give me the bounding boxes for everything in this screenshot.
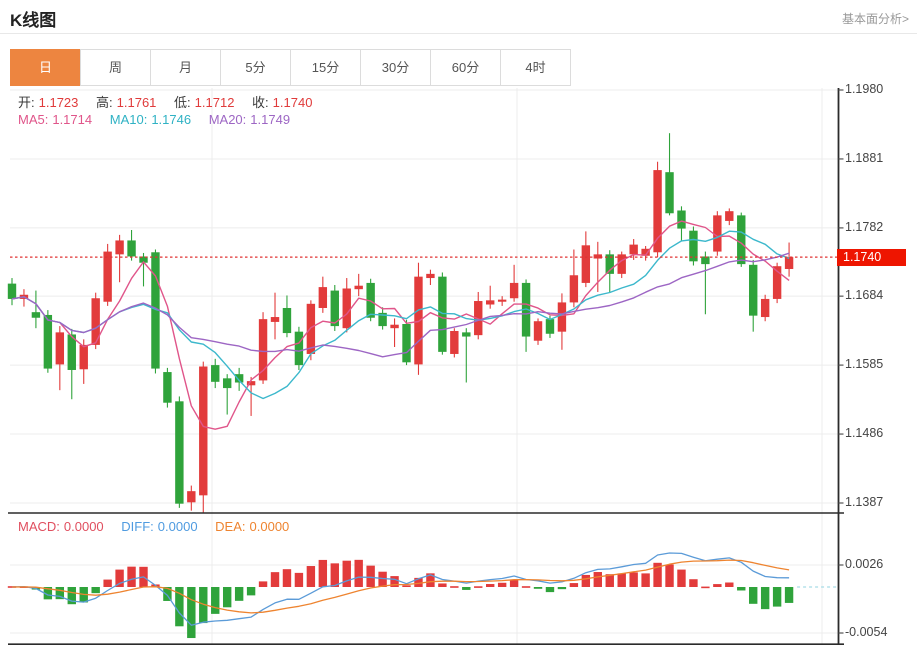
ma20-value: 1.1749 xyxy=(250,112,291,127)
price-axis-label: 1.1387 xyxy=(845,495,884,509)
ma5-label: MA5: xyxy=(18,112,49,127)
high-value: 1.1761 xyxy=(116,95,157,110)
price-axis-label: 1.1980 xyxy=(845,82,884,96)
page-title: K线图 xyxy=(10,11,57,30)
close-value: 1.1740 xyxy=(272,95,313,110)
ma10-value: 1.1746 xyxy=(151,112,192,127)
close-label: 收: xyxy=(252,95,269,110)
diff-value: 0.0000 xyxy=(157,519,198,534)
diff-label: DIFF: xyxy=(121,519,154,534)
tab-15min[interactable]: 15分 xyxy=(290,49,361,86)
ma5-value: 1.1714 xyxy=(52,112,93,127)
low-value: 1.1712 xyxy=(194,95,235,110)
price-axis-label: 1.1585 xyxy=(845,357,884,372)
tab-week[interactable]: 周 xyxy=(80,49,151,86)
macd-value: 0.0000 xyxy=(63,519,104,534)
header-divider xyxy=(0,33,917,34)
macd-axis-label: -0.0054 xyxy=(845,625,888,639)
tab-month[interactable]: 月 xyxy=(150,49,221,86)
dea-value: 0.0000 xyxy=(249,519,290,534)
ma10-label: MA10: xyxy=(109,112,148,127)
open-value: 1.1723 xyxy=(38,95,79,110)
tab-4hour[interactable]: 4时 xyxy=(500,49,571,86)
macd-axis-label: 0.0026 xyxy=(845,557,884,571)
fundamental-analysis-link[interactable]: 基本面分析> xyxy=(841,12,909,26)
tab-60min[interactable]: 60分 xyxy=(430,49,501,86)
macd-label: MACD: xyxy=(18,519,60,534)
price-axis-label: 1.1684 xyxy=(845,288,884,303)
tab-day[interactable]: 日 xyxy=(10,49,81,86)
open-label: 开: xyxy=(18,95,35,110)
tab-5min[interactable]: 5分 xyxy=(220,49,291,86)
current-price-badge: 1.1740 xyxy=(837,248,906,266)
tab-30min[interactable]: 30分 xyxy=(360,49,431,86)
period-tabbar: 日周月 5分 15分 30分 60分 4时 xyxy=(10,49,571,86)
ohlc-legend: 开: 1.1723 高: 1.1761 低: 1.1712 收: 1.1740 xyxy=(18,92,316,111)
price-axis-label: 1.1486 xyxy=(845,426,884,441)
macd-legend: MACD: 0.0000 DIFF: 0.0000 DEA: 0.0000 xyxy=(18,519,293,534)
high-label: 高: xyxy=(96,95,113,110)
dea-label: DEA: xyxy=(215,519,246,534)
price-axis-label: 1.1782 xyxy=(845,219,884,234)
ma20-label: MA20: xyxy=(208,112,247,127)
low-label: 低: xyxy=(174,95,191,110)
ma-legend: MA5: 1.1714 MA10: 1.1746 MA20: 1.1749 xyxy=(18,112,294,127)
price-axis-label: 1.1881 xyxy=(845,150,884,165)
